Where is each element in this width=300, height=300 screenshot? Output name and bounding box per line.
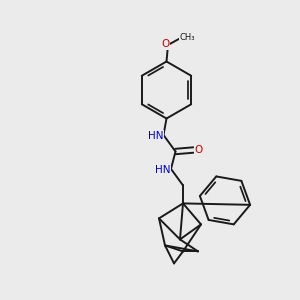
Text: HN: HN [155,164,171,175]
Text: O: O [195,145,203,155]
Text: CH₃: CH₃ [179,33,195,42]
Text: O: O [161,39,170,49]
Text: HN: HN [148,131,164,141]
